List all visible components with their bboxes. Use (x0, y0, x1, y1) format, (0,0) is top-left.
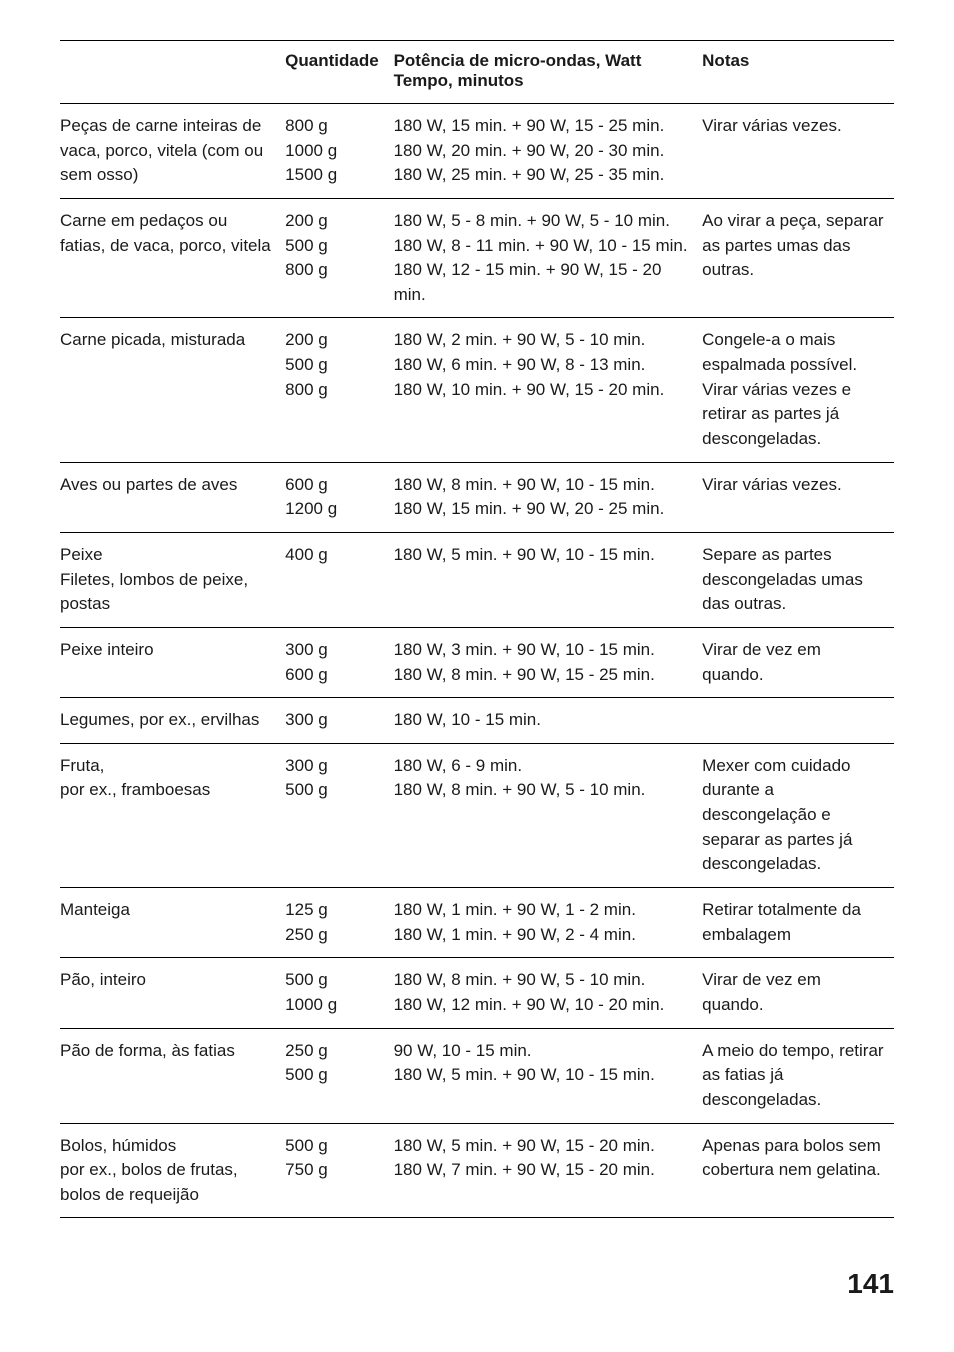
cell-item: Legumes, por ex., ervilhas (60, 698, 285, 744)
cell-notes: Ao virar a peça, separar as partes umas … (702, 198, 894, 318)
cell-item: Peças de carne inteiras de vaca, porco, … (60, 104, 285, 199)
table-row: Pão de forma, às fatias250 g 500 g90 W, … (60, 1028, 894, 1123)
cell-item: Carne em pedaços ou fatias, de vaca, por… (60, 198, 285, 318)
cell-power-time: 180 W, 3 min. + 90 W, 10 - 15 min. 180 W… (394, 627, 703, 697)
header-notes: Notas (702, 41, 894, 104)
cell-quantity: 300 g (285, 698, 393, 744)
cell-item: Peixe Filetes, lombos de peixe, postas (60, 532, 285, 627)
header-item (60, 41, 285, 104)
cell-notes (702, 698, 894, 744)
cell-quantity: 300 g 500 g (285, 743, 393, 887)
cell-quantity: 250 g 500 g (285, 1028, 393, 1123)
cell-power-time: 180 W, 5 min. + 90 W, 15 - 20 min. 180 W… (394, 1123, 703, 1218)
cell-item: Carne picada, misturada (60, 318, 285, 462)
cell-power-time: 90 W, 10 - 15 min. 180 W, 5 min. + 90 W,… (394, 1028, 703, 1123)
cell-power-time: 180 W, 8 min. + 90 W, 10 - 15 min. 180 W… (394, 462, 703, 532)
cell-notes: Separe as partes descongeladas umas das … (702, 532, 894, 627)
cell-notes: Virar várias vezes. (702, 104, 894, 199)
table-row: Carne picada, misturada200 g 500 g 800 g… (60, 318, 894, 462)
cell-item: Manteiga (60, 888, 285, 958)
cell-power-time: 180 W, 15 min. + 90 W, 15 - 25 min. 180 … (394, 104, 703, 199)
cell-item: Peixe inteiro (60, 627, 285, 697)
cell-power-time: 180 W, 8 min. + 90 W, 5 - 10 min. 180 W,… (394, 958, 703, 1028)
header-power-line1: Potência de micro-ondas, Watt (394, 51, 642, 70)
cell-quantity: 200 g 500 g 800 g (285, 198, 393, 318)
table-row: Pão, inteiro500 g 1000 g180 W, 8 min. + … (60, 958, 894, 1028)
header-power-line2: Tempo, minutos (394, 71, 524, 90)
cell-power-time: 180 W, 6 - 9 min. 180 W, 8 min. + 90 W, … (394, 743, 703, 887)
cell-item: Pão, inteiro (60, 958, 285, 1028)
cell-power-time: 180 W, 2 min. + 90 W, 5 - 10 min. 180 W,… (394, 318, 703, 462)
cell-quantity: 125 g 250 g (285, 888, 393, 958)
cell-quantity: 200 g 500 g 800 g (285, 318, 393, 462)
table-row: Aves ou partes de aves600 g 1200 g180 W,… (60, 462, 894, 532)
cell-notes: Virar várias vezes. (702, 462, 894, 532)
header-quantity: Quantidade (285, 41, 393, 104)
table-row: Carne em pedaços ou fatias, de vaca, por… (60, 198, 894, 318)
cell-power-time: 180 W, 10 - 15 min. (394, 698, 703, 744)
cell-quantity: 300 g 600 g (285, 627, 393, 697)
cell-item: Pão de forma, às fatias (60, 1028, 285, 1123)
table-header-row: Quantidade Potência de micro-ondas, Watt… (60, 41, 894, 104)
table-row: Peixe Filetes, lombos de peixe, postas40… (60, 532, 894, 627)
cell-power-time: 180 W, 5 - 8 min. + 90 W, 5 - 10 min. 18… (394, 198, 703, 318)
defrost-table: Quantidade Potência de micro-ondas, Watt… (60, 40, 894, 1218)
table-row: Legumes, por ex., ervilhas300 g180 W, 10… (60, 698, 894, 744)
cell-notes: Retirar totalmente da embalagem (702, 888, 894, 958)
cell-quantity: 500 g 750 g (285, 1123, 393, 1218)
table-row: Bolos, húmidos por ex., bolos de frutas,… (60, 1123, 894, 1218)
page-number: 141 (60, 1268, 894, 1300)
cell-item: Bolos, húmidos por ex., bolos de frutas,… (60, 1123, 285, 1218)
cell-notes: Virar de vez em quando. (702, 627, 894, 697)
table-row: Peças de carne inteiras de vaca, porco, … (60, 104, 894, 199)
cell-quantity: 800 g 1000 g 1500 g (285, 104, 393, 199)
table-body: Peças de carne inteiras de vaca, porco, … (60, 104, 894, 1218)
cell-notes: Congele-a o mais espalmada possível. Vir… (702, 318, 894, 462)
cell-notes: Apenas para bolos sem cobertura nem gela… (702, 1123, 894, 1218)
cell-quantity: 400 g (285, 532, 393, 627)
cell-item: Aves ou partes de aves (60, 462, 285, 532)
cell-item: Fruta, por ex., framboesas (60, 743, 285, 887)
cell-power-time: 180 W, 5 min. + 90 W, 10 - 15 min. (394, 532, 703, 627)
table-row: Peixe inteiro300 g 600 g180 W, 3 min. + … (60, 627, 894, 697)
cell-power-time: 180 W, 1 min. + 90 W, 1 - 2 min. 180 W, … (394, 888, 703, 958)
cell-quantity: 600 g 1200 g (285, 462, 393, 532)
header-power-time: Potência de micro-ondas, Watt Tempo, min… (394, 41, 703, 104)
cell-quantity: 500 g 1000 g (285, 958, 393, 1028)
table-row: Fruta, por ex., framboesas300 g 500 g180… (60, 743, 894, 887)
cell-notes: A meio do tempo, retirar as fatias já de… (702, 1028, 894, 1123)
cell-notes: Mexer com cuidado durante a descongelaçã… (702, 743, 894, 887)
table-row: Manteiga125 g 250 g180 W, 1 min. + 90 W,… (60, 888, 894, 958)
cell-notes: Virar de vez em quando. (702, 958, 894, 1028)
